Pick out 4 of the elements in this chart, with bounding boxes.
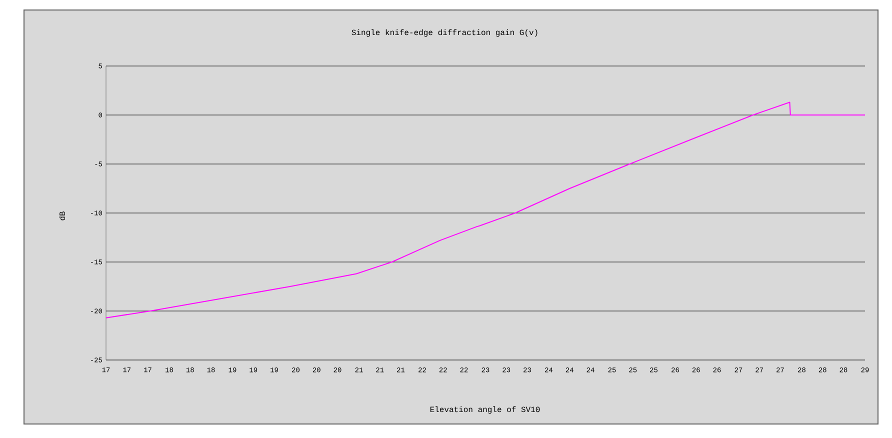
y-axis-title: dB [59, 211, 65, 220]
chart-title: Single knife-edge diffraction gain G(v) [352, 29, 538, 37]
line-series [106, 102, 866, 318]
x-axis-title: Elevation angle of SV10 [430, 406, 540, 414]
